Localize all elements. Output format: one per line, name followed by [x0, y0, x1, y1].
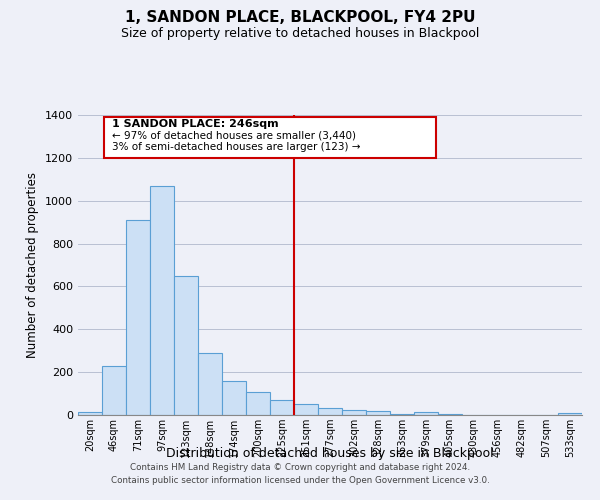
Bar	[270, 400, 294, 415]
Text: 3% of semi-detached houses are larger (123) →: 3% of semi-detached houses are larger (1…	[112, 142, 360, 152]
Bar	[342, 410, 366, 415]
Bar	[126, 220, 150, 415]
Text: Size of property relative to detached houses in Blackpool: Size of property relative to detached ho…	[121, 28, 479, 40]
Bar	[366, 410, 390, 415]
Bar	[318, 408, 342, 415]
Bar	[558, 414, 582, 415]
Bar	[174, 276, 198, 415]
Bar	[222, 381, 246, 415]
Bar	[390, 414, 414, 415]
Bar	[78, 412, 102, 415]
Text: Contains HM Land Registry data © Crown copyright and database right 2024.
Contai: Contains HM Land Registry data © Crown c…	[110, 463, 490, 485]
Bar	[150, 186, 174, 415]
Bar	[198, 353, 222, 415]
Text: ← 97% of detached houses are smaller (3,440): ← 97% of detached houses are smaller (3,…	[112, 130, 356, 140]
Bar	[102, 366, 126, 415]
Y-axis label: Number of detached properties: Number of detached properties	[26, 172, 40, 358]
Bar	[294, 404, 318, 415]
Bar	[414, 412, 438, 415]
Text: Distribution of detached houses by size in Blackpool: Distribution of detached houses by size …	[166, 448, 494, 460]
Text: 1, SANDON PLACE, BLACKPOOL, FY4 2PU: 1, SANDON PLACE, BLACKPOOL, FY4 2PU	[125, 10, 475, 25]
Bar	[246, 392, 270, 415]
FancyBboxPatch shape	[104, 117, 436, 158]
Text: 1 SANDON PLACE: 246sqm: 1 SANDON PLACE: 246sqm	[112, 118, 278, 128]
Bar	[438, 414, 462, 415]
